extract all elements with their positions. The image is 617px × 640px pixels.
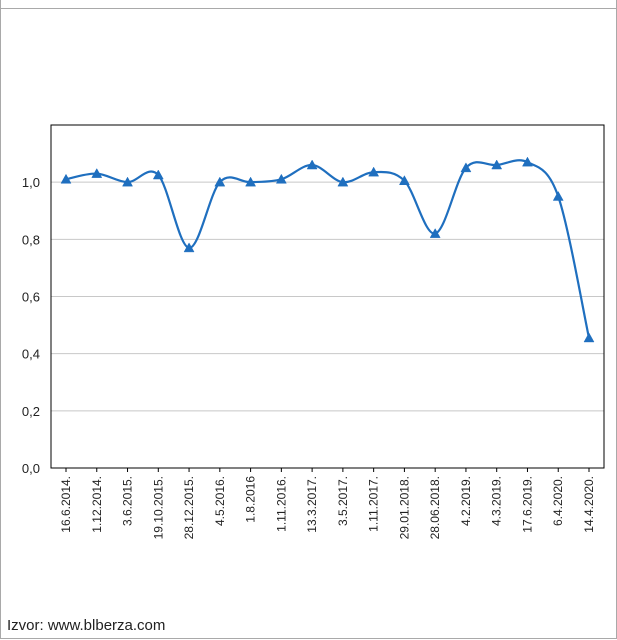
data-point-marker — [245, 176, 257, 187]
x-tick-label: 19.10.2015. — [151, 476, 165, 539]
x-tick-label: 14.4.2020. — [582, 476, 596, 533]
x-tick-label: 1.11.2017. — [367, 476, 381, 532]
data-point-marker — [522, 156, 533, 167]
data-point-marker — [460, 162, 472, 173]
data-point-marker — [337, 176, 349, 187]
x-tick-label: 3.6.2015. — [121, 476, 135, 526]
data-point-marker — [183, 242, 195, 253]
data-point-marker — [91, 168, 103, 178]
x-tick-label: 28.12.2015. — [182, 476, 196, 539]
x-tick-label: 16.6.2014. — [59, 476, 73, 533]
x-tick-label: 4.3.2019. — [490, 476, 504, 526]
y-tick-label: 1,0 — [22, 175, 40, 190]
y-tick-label: 0,4 — [22, 347, 40, 362]
x-tick-label: 4.5.2016. — [213, 476, 227, 526]
data-point-marker — [398, 175, 410, 185]
data-point-marker — [122, 176, 133, 187]
x-tick-label: 13.3.2017. — [305, 476, 319, 533]
plot-area-border — [50, 124, 605, 469]
x-tick-label: 1.11.2016. — [274, 476, 288, 532]
x-tick-label: 3.5.2017. — [336, 476, 350, 526]
data-point-marker — [491, 159, 503, 170]
x-tick-label: 29.01.2018. — [397, 476, 411, 539]
data-point-marker — [306, 159, 318, 170]
data-point-marker — [429, 228, 441, 238]
x-tick-label: 1.12.2014. — [90, 476, 104, 533]
data-point-marker — [583, 332, 595, 343]
data-point-marker — [152, 169, 164, 180]
data-point-marker — [275, 173, 287, 184]
series-line — [65, 159, 591, 339]
x-tick-label: 28.06.2018. — [428, 476, 442, 539]
y-tick-label: 0,0 — [22, 461, 40, 476]
data-point-marker — [60, 173, 72, 184]
data-point-marker — [214, 176, 226, 187]
x-tick-label: 4.2.2019. — [459, 476, 473, 526]
y-tick-label: 0,6 — [22, 290, 40, 305]
y-tick-label: 0,8 — [22, 232, 40, 247]
source-note: Izvor: www.blberza.com — [7, 617, 166, 634]
data-point-marker — [368, 166, 380, 177]
data-point-marker — [552, 190, 564, 201]
x-tick-label: 1.8.2016 — [244, 476, 258, 523]
y-tick-label: 0,2 — [22, 404, 40, 419]
x-tick-label: 17.6.2019. — [520, 476, 534, 533]
x-tick-label: 6.4.2020. — [551, 476, 565, 526]
top-divider — [0, 8, 617, 9]
